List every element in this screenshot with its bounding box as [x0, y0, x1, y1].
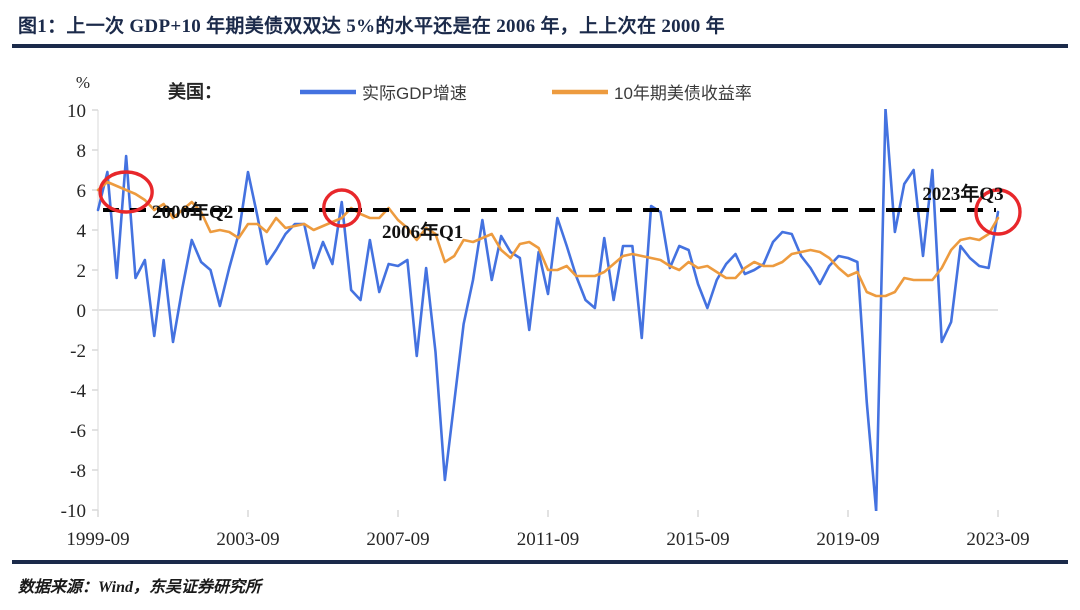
y-axis-tick-label: -4 — [70, 381, 86, 402]
x-axis-tick-label: 2015-09 — [666, 529, 729, 550]
series-group — [96, 109, 1000, 511]
y-axis-tick-label: 6 — [77, 181, 87, 202]
y-axis-tick-label: 10 — [67, 101, 86, 122]
legend: 美国： 实际GDP增速 10年期美债收益率 — [168, 81, 752, 103]
legend-entry-label: 实际GDP增速 — [362, 84, 467, 103]
annotation-3: 2023年Q3 — [922, 182, 1022, 236]
x-axis: 1999-09 2003-09 2007-09 2011-09 2015-09 2019-… — [66, 510, 1030, 550]
x-axis-tick-label: 2003-09 — [216, 529, 279, 550]
x-axis-tick-label: 2019-09 — [816, 529, 879, 550]
y-axis-tick-label: -8 — [70, 461, 86, 482]
y-axis-tick-label: -10 — [61, 501, 86, 522]
page-title: 图1：上一次 GDP+10 年期美债双双达 5%的水平还是在 2006 年，上上… — [18, 15, 725, 37]
y-axis-tick-label: 2 — [77, 261, 87, 282]
legend-group-label: 美国： — [168, 81, 222, 102]
annotation-2: 2006年Q1 — [322, 188, 463, 243]
series-line — [96, 180, 1000, 298]
annotation-circle — [98, 170, 154, 214]
annotation-circle — [322, 188, 362, 228]
annotation-1: 2000年Q2 — [98, 170, 233, 223]
divider-bottom — [12, 560, 1068, 564]
x-axis-tick-label: 2011-09 — [517, 529, 580, 550]
annotation-circle — [974, 188, 1022, 236]
y-axis-tick-label: -2 — [70, 341, 86, 362]
divider-top — [12, 44, 1068, 48]
series-line — [96, 109, 1000, 511]
x-axis-tick-label: 2007-09 — [366, 529, 429, 550]
legend-entry-label: 10年期美债收益率 — [614, 84, 752, 103]
x-axis-tick-label: 1999-09 — [66, 529, 129, 550]
source-note: 数据来源：Wind，东吴证券研究所 — [18, 579, 261, 596]
x-axis-tick-label: 2023-09 — [966, 529, 1029, 550]
y-axis-tick-label: 4 — [77, 221, 87, 242]
y-axis-tick-label: 8 — [77, 141, 87, 162]
y-axis-tick-label: -6 — [70, 421, 86, 442]
annotation-label: 2006年Q1 — [382, 220, 463, 243]
y-axis: -10 -8 -6 -4 -2 0 2 4 6 8 10 — [61, 101, 99, 522]
y-axis-unit-label: % — [76, 73, 90, 92]
y-axis-tick-label: 0 — [77, 301, 87, 322]
annotation-label: 2000年Q2 — [152, 200, 233, 223]
gdp-yield-line-chart: -10 -8 -6 -4 -2 0 2 4 6 8 10% 1999-09 2003-09 2007-09… — [61, 73, 1030, 550]
annotation-label: 2023年Q3 — [922, 182, 1003, 205]
figure-title-bar: 图1：上一次 GDP+10 年期美债双双达 5%的水平还是在 2006 年，上上… — [0, 0, 1080, 48]
chart-container: -10 -8 -6 -4 -2 0 2 4 6 8 10% 1999-09 2003-09 2007-09… — [0, 50, 1080, 555]
